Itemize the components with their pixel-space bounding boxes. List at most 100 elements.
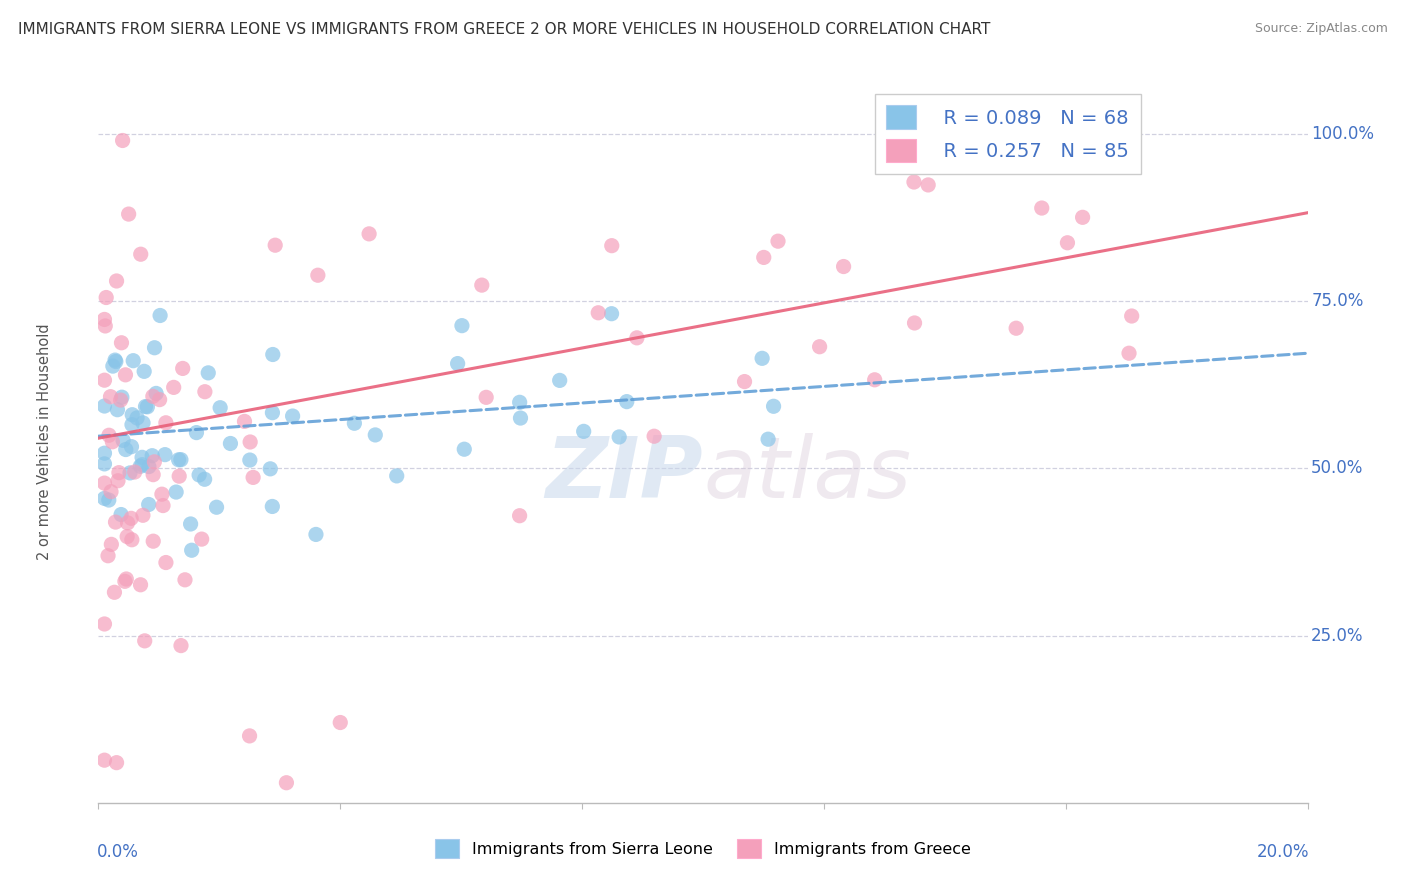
- Point: [129, 578, 152, 592]
- Point: [134, 633, 156, 648]
- Point: [167, 469, 190, 483]
- Text: atlas: atlas: [703, 433, 911, 516]
- Point: [100, 390, 122, 404]
- Point: [762, 399, 785, 413]
- Point: [194, 384, 217, 399]
- Point: [600, 238, 623, 252]
- Point: [190, 532, 212, 546]
- Point: [262, 347, 284, 361]
- Point: [1118, 346, 1140, 360]
- Point: [752, 251, 775, 265]
- Text: 25.0%: 25.0%: [1312, 626, 1364, 645]
- Point: [93, 753, 115, 767]
- Point: [1071, 211, 1094, 225]
- Point: [121, 533, 143, 547]
- Point: [98, 428, 121, 442]
- Point: [616, 394, 638, 409]
- Point: [167, 452, 190, 467]
- Point: [131, 450, 153, 465]
- Point: [141, 449, 163, 463]
- Point: [93, 446, 115, 460]
- Point: [101, 434, 124, 449]
- Point: [138, 498, 160, 512]
- Point: [120, 511, 142, 525]
- Point: [114, 574, 136, 589]
- Point: [110, 393, 132, 408]
- Point: [1064, 120, 1087, 135]
- Point: [132, 508, 155, 523]
- Point: [572, 425, 595, 439]
- Point: [1031, 201, 1053, 215]
- Point: [219, 436, 242, 450]
- Point: [180, 543, 202, 558]
- Point: [149, 392, 172, 407]
- Point: [239, 729, 262, 743]
- Point: [149, 309, 172, 323]
- Point: [170, 639, 193, 653]
- Point: [93, 617, 115, 632]
- Point: [115, 530, 138, 544]
- Point: [125, 411, 148, 425]
- Point: [863, 373, 886, 387]
- Point: [129, 459, 152, 474]
- Point: [607, 430, 630, 444]
- Point: [1005, 321, 1028, 335]
- Point: [262, 406, 284, 420]
- Point: [114, 368, 136, 382]
- Point: [121, 417, 143, 432]
- Point: [281, 409, 304, 423]
- Point: [329, 715, 352, 730]
- Point: [259, 462, 281, 476]
- Point: [239, 453, 262, 467]
- Text: 50.0%: 50.0%: [1312, 459, 1364, 477]
- Text: 0.0%: 0.0%: [97, 843, 139, 861]
- Point: [110, 335, 132, 350]
- Point: [276, 776, 298, 790]
- Point: [107, 474, 129, 488]
- Point: [150, 487, 173, 501]
- Point: [751, 351, 773, 366]
- Point: [105, 274, 128, 288]
- Point: [600, 307, 623, 321]
- Point: [172, 361, 194, 376]
- Point: [118, 207, 141, 221]
- Point: [475, 390, 498, 404]
- Point: [364, 428, 387, 442]
- Point: [188, 467, 211, 482]
- Point: [110, 508, 132, 522]
- Point: [96, 291, 118, 305]
- Point: [111, 134, 134, 148]
- Point: [122, 353, 145, 368]
- Text: IMMIGRANTS FROM SIERRA LEONE VS IMMIGRANTS FROM GREECE 2 OR MORE VEHICLES IN HOU: IMMIGRANTS FROM SIERRA LEONE VS IMMIGRAN…: [18, 22, 991, 37]
- Point: [104, 515, 127, 529]
- Point: [142, 389, 165, 403]
- Point: [143, 455, 166, 469]
- Point: [233, 414, 256, 428]
- Point: [93, 312, 115, 326]
- Point: [118, 466, 141, 480]
- Point: [1081, 122, 1104, 136]
- Point: [170, 452, 193, 467]
- Point: [132, 416, 155, 430]
- Point: [242, 470, 264, 484]
- Point: [548, 373, 571, 387]
- Point: [1121, 309, 1143, 323]
- Point: [453, 442, 475, 457]
- Point: [104, 353, 127, 368]
- Point: [262, 500, 284, 514]
- Point: [136, 400, 159, 414]
- Point: [832, 260, 855, 274]
- Point: [766, 234, 789, 248]
- Point: [205, 500, 228, 515]
- Point: [174, 573, 197, 587]
- Point: [145, 386, 167, 401]
- Point: [586, 306, 609, 320]
- Point: [153, 448, 176, 462]
- Point: [903, 175, 925, 189]
- Point: [343, 417, 366, 431]
- Point: [808, 340, 831, 354]
- Point: [756, 432, 779, 446]
- Point: [138, 459, 160, 474]
- Point: [108, 466, 131, 480]
- Point: [165, 485, 187, 500]
